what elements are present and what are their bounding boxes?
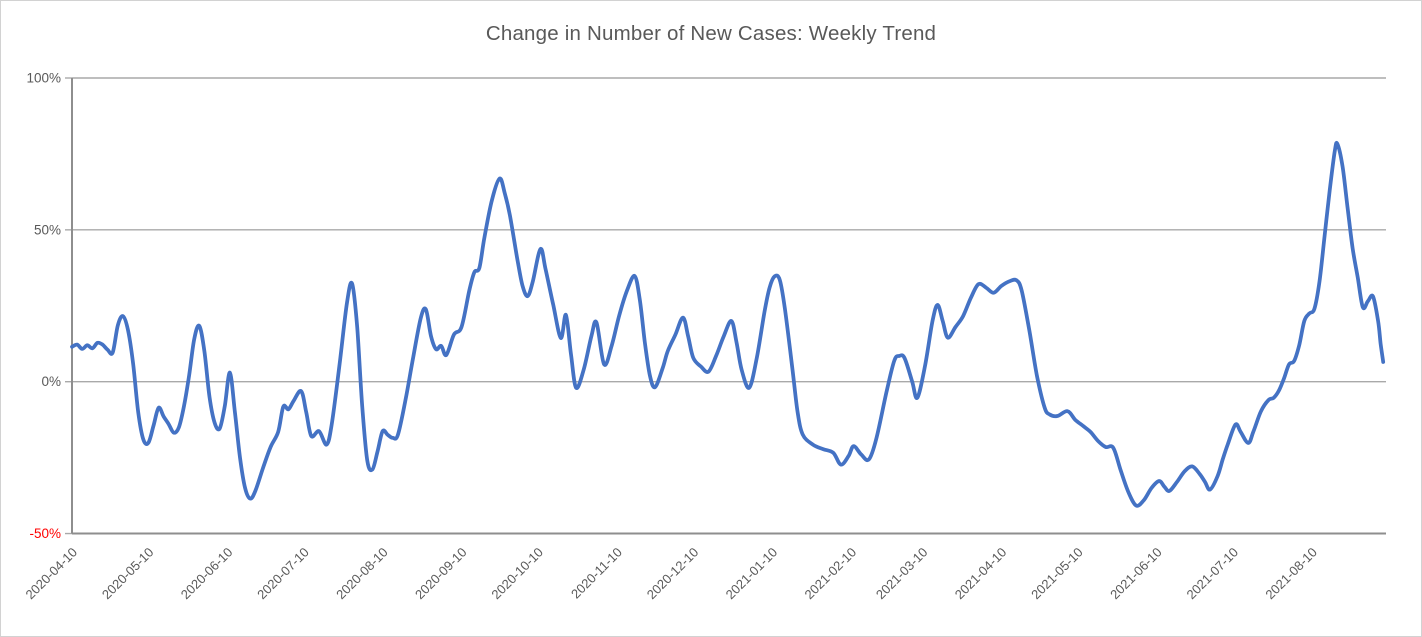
x-axis-label: 2020-08-10 — [333, 545, 391, 603]
x-axis-label: 2020-04-10 — [22, 545, 80, 603]
y-axis-label: 100% — [26, 71, 61, 86]
x-axis-label: 2020-11-10 — [568, 545, 625, 602]
x-axis-label: 2020-10-10 — [488, 545, 546, 603]
series-line — [70, 140, 1386, 508]
y-axis-labels: 100% 50% 0% -50% — [26, 71, 61, 542]
chart-title: Change in Number of New Cases: Weekly Tr… — [485, 22, 937, 45]
gridlines — [65, 77, 1386, 535]
x-axis-label: 2021-02-10 — [802, 545, 860, 603]
x-axis-label: 2020-09-10 — [412, 545, 470, 603]
x-axis-label: 2020-05-10 — [99, 545, 157, 603]
x-axis-label: 2021-03-10 — [873, 545, 931, 603]
y-axis-label: -50% — [29, 526, 61, 541]
x-axis-label: 2020-12-10 — [644, 545, 702, 603]
x-axis-label: 2021-05-10 — [1028, 545, 1086, 603]
x-axis-label: 2020-07-10 — [254, 545, 312, 603]
x-axis-label: 2021-04-10 — [952, 545, 1010, 603]
y-axis-label: 50% — [34, 222, 61, 237]
x-axis-label: 2021-07-10 — [1183, 545, 1241, 603]
y-axis-label: 0% — [41, 374, 61, 389]
x-axis-label: 2021-01-10 — [723, 545, 781, 603]
x-axis-label: 2020-06-10 — [178, 545, 236, 603]
x-axis-label: 2021-08-10 — [1262, 545, 1320, 603]
x-axis-labels: 2020-04-10 2020-05-10 2020-06-10 2020-07-10… — [22, 545, 1320, 603]
x-axis-label: 2021-06-10 — [1107, 545, 1165, 603]
